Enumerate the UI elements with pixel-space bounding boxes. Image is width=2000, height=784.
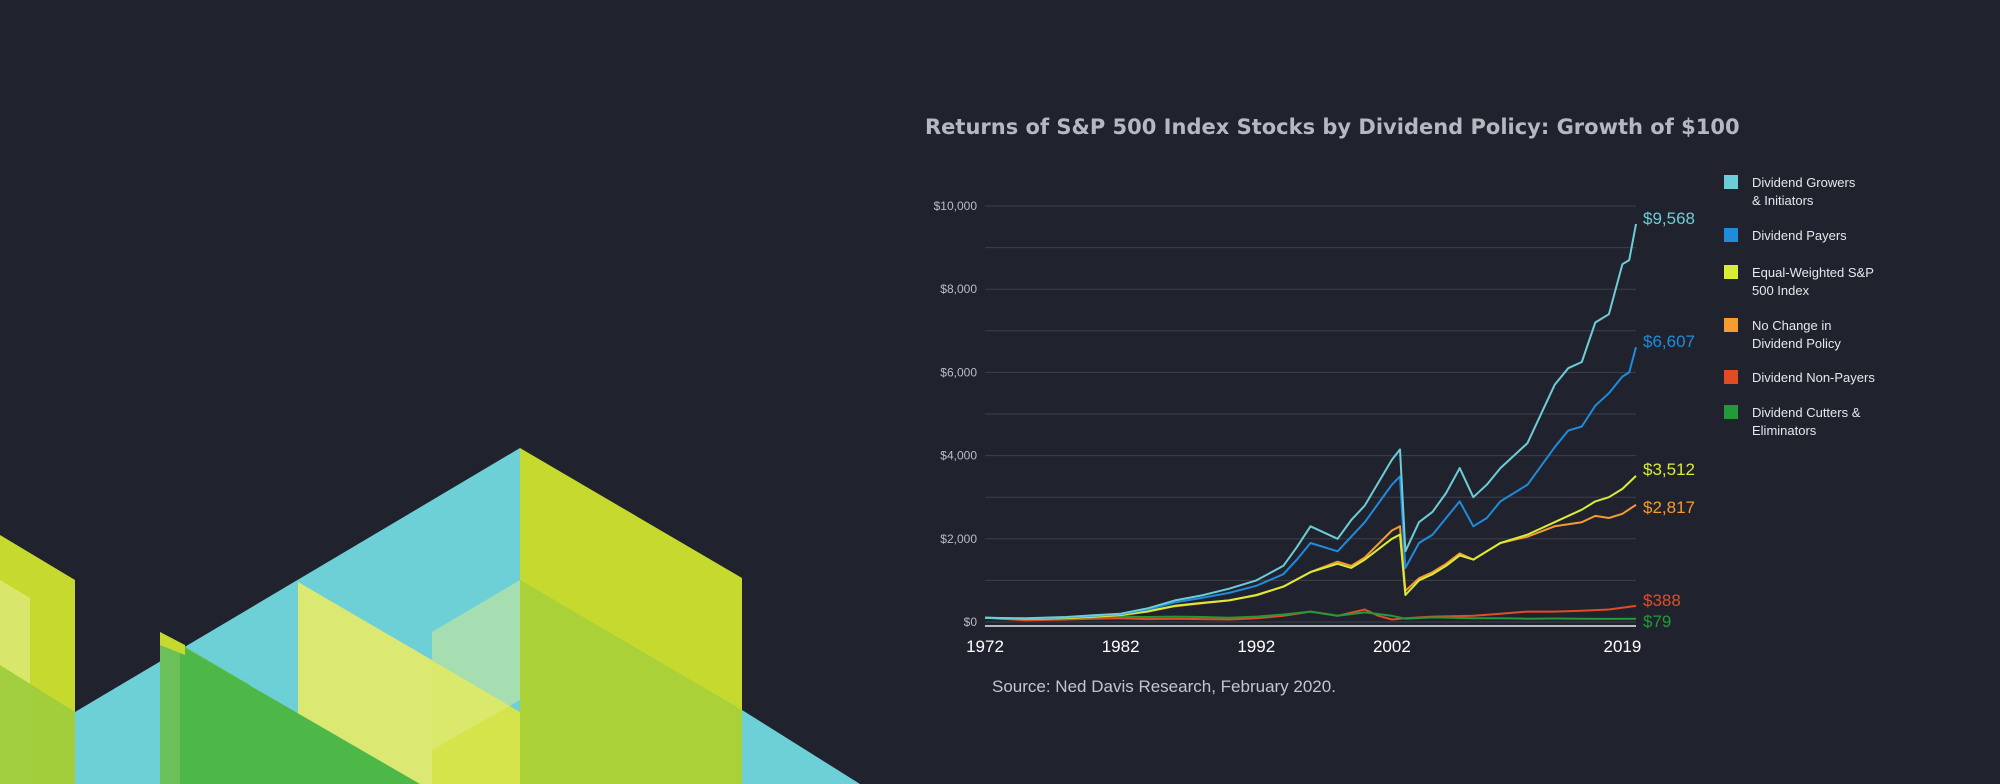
end-value-label: $6,607: [1643, 332, 1695, 351]
end-value-label: $2,817: [1643, 498, 1695, 517]
y-tick-label: $8,000: [940, 282, 977, 296]
decor-shape: [180, 645, 420, 784]
legend-item: Dividend Cutters & Eliminators: [1724, 405, 1861, 438]
x-tick-label: 2019: [1604, 637, 1642, 656]
series-lines: [984, 223, 1637, 622]
series-line-2: [984, 475, 1637, 620]
legend-label: Dividend Payers: [1752, 228, 1847, 243]
decor-shape: [160, 632, 185, 655]
end-value-label: $9,568: [1643, 209, 1695, 228]
decor-shape: [520, 580, 742, 784]
legend-item: Dividend Payers: [1724, 228, 1847, 243]
decor-shape: [0, 665, 75, 784]
legend-item: Dividend Non-Payers: [1724, 370, 1875, 385]
legend-label: Dividend Growers: [1752, 175, 1856, 190]
y-tick-label: $6,000: [940, 365, 977, 379]
end-value-label: $388: [1643, 591, 1681, 610]
series-line-0: [984, 223, 1637, 620]
legend-item: No Change in Dividend Policy: [1724, 318, 1841, 351]
series-line-1: [984, 346, 1637, 620]
decor-shape: [742, 710, 860, 784]
end-value-label: $3,512: [1643, 460, 1695, 479]
legend-swatch: [1724, 175, 1738, 189]
x-tick-label: 1972: [966, 637, 1004, 656]
end-value-label: $79: [1643, 612, 1671, 631]
legend-swatch: [1724, 265, 1738, 279]
decor-shape: [432, 580, 520, 750]
legend-label: Equal-Weighted S&P: [1752, 265, 1874, 280]
legend: Dividend Growers & Initiators Dividend Pay…: [1724, 175, 1875, 438]
legend-label: Dividend Cutters &: [1752, 405, 1861, 420]
chart-title: Returns of S&P 500 Index Stocks by Divid…: [925, 115, 1740, 139]
legend-item: Dividend Growers & Initiators: [1724, 175, 1856, 208]
grid-lines: [985, 205, 1636, 627]
legend-item: Equal-Weighted S&P 500 Index: [1724, 265, 1874, 298]
legend-swatch: [1724, 318, 1738, 332]
series-line-3: [984, 503, 1637, 621]
legend-label: 500 Index: [1752, 283, 1810, 298]
y-tick-label: $4,000: [940, 449, 977, 463]
legend-label: Dividend Non-Payers: [1752, 370, 1875, 385]
y-axis: $0 $2,000 $4,000 $6,000 $8,000 $10,000: [934, 199, 978, 629]
legend-swatch: [1724, 405, 1738, 419]
legend-label: No Change in: [1752, 318, 1832, 333]
legend-swatch: [1724, 370, 1738, 384]
x-tick-label: 1982: [1102, 637, 1140, 656]
x-tick-label: 1992: [1237, 637, 1275, 656]
x-axis: 1972 1982 1992 2002 2019: [966, 637, 1641, 656]
y-tick-label: $10,000: [934, 199, 978, 213]
x-tick-label: 2002: [1373, 637, 1411, 656]
source-note: Source: Ned Davis Research, February 202…: [992, 677, 1336, 696]
legend-label: & Initiators: [1752, 193, 1814, 208]
end-labels: $9,568 $6,607 $3,512 $2,817 $388 $79: [1643, 209, 1695, 631]
series-line-5: [984, 610, 1637, 621]
legend-label: Dividend Policy: [1752, 336, 1841, 351]
legend-swatch: [1724, 228, 1738, 242]
y-tick-label: $0: [964, 615, 978, 629]
legend-label: Eliminators: [1752, 423, 1817, 438]
y-tick-label: $2,000: [940, 532, 977, 546]
